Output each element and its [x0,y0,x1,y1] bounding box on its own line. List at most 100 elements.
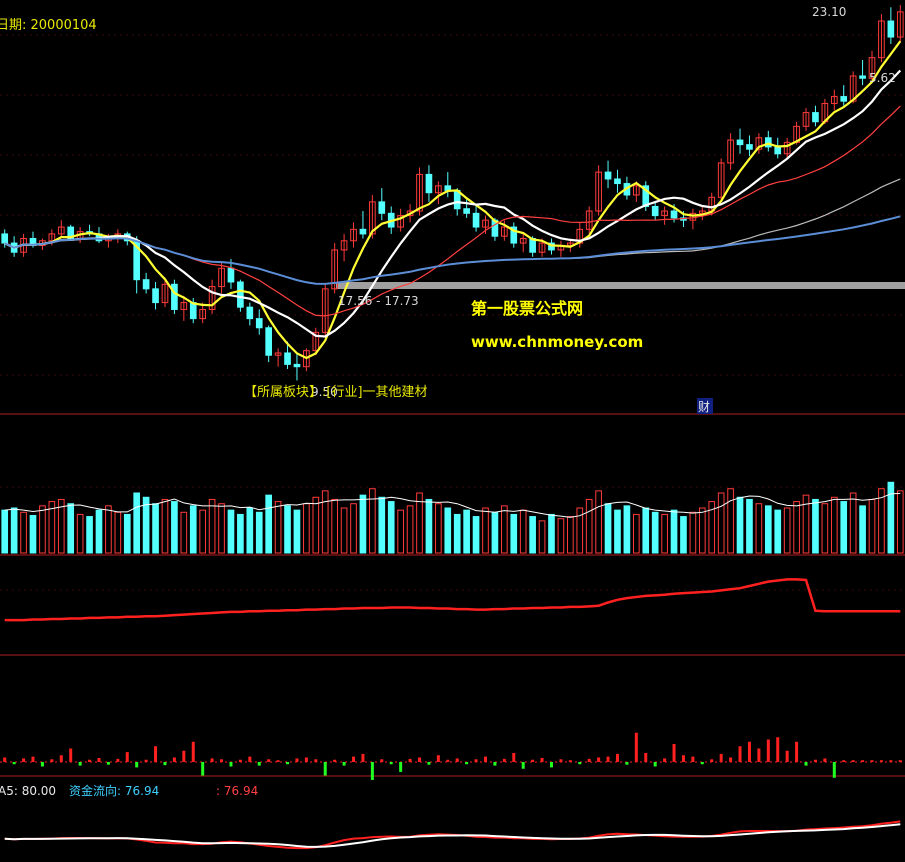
flow-bar [314,759,318,762]
volume-bar [255,511,263,554]
flow-bar [615,753,619,762]
candle-body [284,352,291,365]
flow-bar [823,758,827,762]
candle-body [246,306,254,320]
flow-bar [380,759,384,762]
flow-bar [483,756,487,762]
candle-body [350,228,357,242]
volume-bar [48,501,56,554]
volume-bar [105,505,112,554]
flow-bar [663,758,667,762]
flow-bar [653,762,657,767]
candle-body [274,352,282,356]
volume-bar [350,503,357,554]
red-line-layer [4,578,901,622]
volume-bar [435,503,442,554]
candle-body [482,219,489,228]
candle-body [802,112,810,127]
volume-bar [501,505,508,554]
candle-body [359,228,367,235]
ma10-line [4,69,902,338]
ma90-line [4,215,901,285]
flow-bar [248,756,252,762]
flow-bar [276,760,280,762]
volume-bar [29,515,37,554]
cai-badge[interactable]: 财 [698,400,710,414]
flow-bar [257,762,261,766]
a5-label: A5: 80.00 [0,784,56,798]
flow-bar [493,762,497,766]
flow-bar [154,746,158,762]
volume-bar [123,513,131,554]
candle-body [152,288,159,304]
flow-bar [559,759,563,762]
flow-bar [889,760,893,762]
flow-bar [22,758,26,762]
flow-bar [597,757,601,762]
flow-bar [182,750,186,762]
flow-bar [606,756,610,762]
candle-body [604,171,612,180]
volume-bar [20,511,27,554]
candle-body [501,226,508,237]
flow-bar [135,762,139,768]
volume-bar [510,513,518,554]
flow-bar [78,762,82,766]
volume-bar [548,513,555,554]
candle-body [312,331,320,352]
candle-body [764,137,772,148]
volume-bar [538,520,546,554]
volume-bar [472,516,480,554]
red-indicator-line [4,578,901,622]
volume-bar [10,507,18,554]
flow-bar [842,760,846,762]
volume-bar [359,494,367,554]
flow-bar [879,760,883,762]
flow-bar [304,757,308,762]
volume-bar [1,509,9,554]
candle-body [519,237,527,244]
flow-bar [681,755,685,762]
flow-bar [408,758,412,762]
volume-bar [199,509,207,554]
flow-bar [333,759,337,762]
volume-bar [444,507,452,554]
flow-bar [568,760,572,762]
volume-bar [661,513,668,554]
flow-bar [851,760,855,762]
flow-bar [474,759,478,762]
watermark-url: www.chnmoney.com [471,333,643,351]
flow-bar [342,762,346,766]
flow-bar [521,762,525,769]
candle-body [218,267,225,288]
volume-bar [783,507,791,554]
flow-bar [323,762,327,776]
flow-bar [31,756,35,762]
flow-bar [502,758,506,762]
flow-bar [465,762,469,765]
flow-bar [531,759,535,762]
flow-layer [0,732,905,780]
volume-bar [57,498,65,554]
volume-bar [114,511,122,554]
candle-body [1,233,9,244]
volume-bar [821,503,829,554]
price-layer [1,5,904,381]
volume-bar [812,498,819,554]
flow-bar [50,759,54,762]
oscillator-line-1 [4,823,901,848]
candle-body [208,286,216,310]
flow-bar [399,762,403,772]
flow-bar [757,748,761,762]
flow-bar [672,744,676,762]
candle-body [265,327,272,356]
volume-bar [651,511,659,554]
candle-body [57,226,65,235]
volume-bar [887,481,895,554]
volume-bar [670,509,678,554]
volume-bar [152,503,159,554]
candle-body [397,215,404,228]
volume-bar [369,488,376,554]
